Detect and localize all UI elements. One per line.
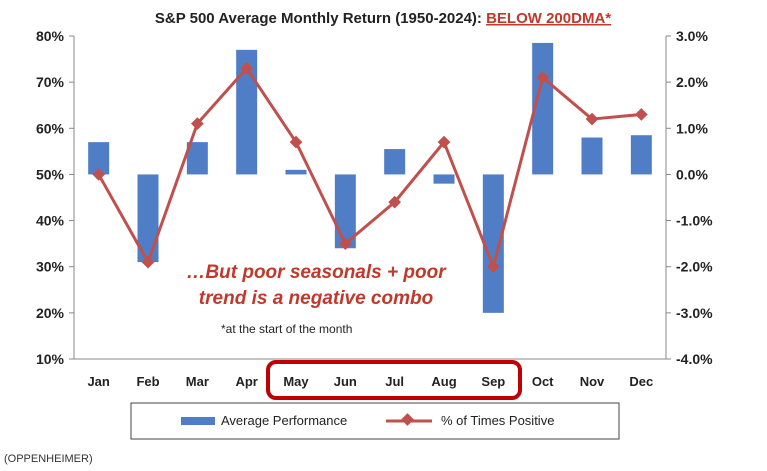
line-point-may — [289, 135, 303, 149]
left-tick-label: 70% — [36, 74, 65, 90]
line-point-apr — [240, 61, 254, 75]
right-tick-label: -4.0% — [676, 351, 713, 367]
left-tick-label: 10% — [36, 351, 65, 367]
line-point-jun — [338, 237, 352, 251]
line-point-aug — [437, 135, 451, 149]
bar-sep — [482, 174, 504, 313]
right-tick-label: -1.0% — [676, 213, 713, 229]
chart-title-main: S&P 500 Average Monthly Return (1950-202… — [155, 10, 486, 27]
category-label-oct: Oct — [532, 374, 554, 389]
bar-jan — [88, 142, 110, 175]
category-label-dec: Dec — [629, 374, 653, 389]
category-label-mar: Mar — [186, 374, 209, 389]
category-label-feb: Feb — [136, 374, 159, 389]
left-axis-ticks: 10% 20% 30% 40% 50% 60% 70% 80% — [36, 28, 74, 367]
bar-nov — [581, 137, 603, 175]
footnote: *at the start of the month — [221, 322, 352, 336]
right-tick-label: 1.0% — [676, 120, 708, 136]
category-label-jan: Jan — [87, 374, 109, 389]
annotation-line-2: trend is a negative combo — [199, 288, 433, 309]
right-tick-label: 2.0% — [676, 74, 708, 90]
chart-title-highlight: BELOW 200DMA* — [486, 10, 611, 27]
legend: Average Performance % of Times Positive — [130, 402, 620, 440]
category-label-sep: Sep — [481, 374, 505, 389]
chart-title: S&P 500 Average Monthly Return (1950-202… — [155, 10, 611, 27]
category-label-may: May — [283, 374, 309, 389]
left-tick-label: 40% — [36, 213, 65, 229]
right-tick-label: 3.0% — [676, 28, 708, 44]
category-labels: Jan Feb Mar Apr May Jun Jul Aug Sep Oct Nov Dec — [87, 374, 653, 389]
line-series — [92, 61, 648, 274]
bar-series — [88, 42, 652, 313]
legend-label-line: % of Times Positive — [441, 413, 554, 428]
right-tick-label: 0.0% — [676, 166, 708, 182]
line-point-jan — [92, 168, 106, 181]
category-label-apr: Apr — [235, 374, 257, 389]
bar-may — [285, 169, 307, 175]
bar-mar — [186, 142, 208, 175]
category-label-jun: Jun — [334, 374, 357, 389]
left-tick-label: 80% — [36, 28, 65, 44]
left-tick-label: 60% — [36, 120, 65, 136]
source-credit: (OPPENHEIMER) — [4, 453, 93, 465]
line-point-sep — [486, 260, 500, 274]
category-label-jul: Jul — [385, 374, 404, 389]
left-tick-label: 50% — [36, 166, 65, 182]
category-label-nov: Nov — [580, 374, 605, 389]
right-tick-label: -2.0% — [676, 259, 713, 275]
right-axis-ticks: -4.0% -3.0% -2.0% -1.0% 0.0% 1.0% 2.0% 3.0% — [666, 28, 713, 367]
line-point-jul — [388, 195, 402, 209]
line-point-mar — [190, 117, 204, 131]
bar-jul — [384, 149, 406, 175]
bar-feb — [137, 174, 159, 263]
bar-oct — [532, 42, 554, 175]
line-point-feb — [141, 255, 155, 269]
highlight-box — [266, 360, 522, 400]
bar-dec — [630, 135, 652, 175]
line-point-dec — [634, 108, 648, 121]
legend-bar-swatch — [181, 417, 215, 425]
line-path — [97, 66, 642, 269]
annotation-line-1: …But poor seasonals + poor — [186, 262, 447, 283]
bar-apr — [236, 49, 258, 175]
left-tick-label: 20% — [36, 305, 65, 321]
category-label-aug: Aug — [431, 374, 456, 389]
bar-aug — [433, 174, 455, 184]
left-tick-label: 30% — [36, 259, 65, 275]
legend-line-marker — [401, 413, 414, 426]
right-tick-label: -3.0% — [676, 305, 713, 321]
legend-label-bars: Average Performance — [221, 413, 347, 428]
